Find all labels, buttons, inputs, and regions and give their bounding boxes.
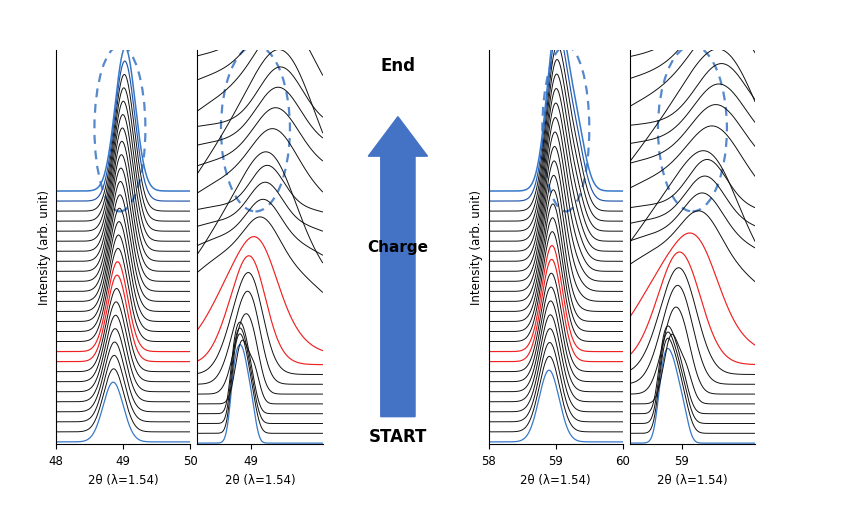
FancyArrow shape (368, 118, 427, 417)
Text: Charge: Charge (368, 240, 428, 255)
X-axis label: 2θ (λ=1.54): 2θ (λ=1.54) (521, 473, 591, 486)
Text: End: End (381, 57, 415, 75)
Y-axis label: Intensity (arb. unit): Intensity (arb. unit) (38, 190, 51, 305)
Text: START: START (368, 428, 427, 445)
X-axis label: 2θ (λ=1.54): 2θ (λ=1.54) (657, 473, 727, 486)
X-axis label: 2θ (λ=1.54): 2θ (λ=1.54) (88, 473, 158, 486)
X-axis label: 2θ (λ=1.54): 2θ (λ=1.54) (225, 473, 295, 486)
Y-axis label: Intensity (arb. unit): Intensity (arb. unit) (471, 190, 484, 305)
